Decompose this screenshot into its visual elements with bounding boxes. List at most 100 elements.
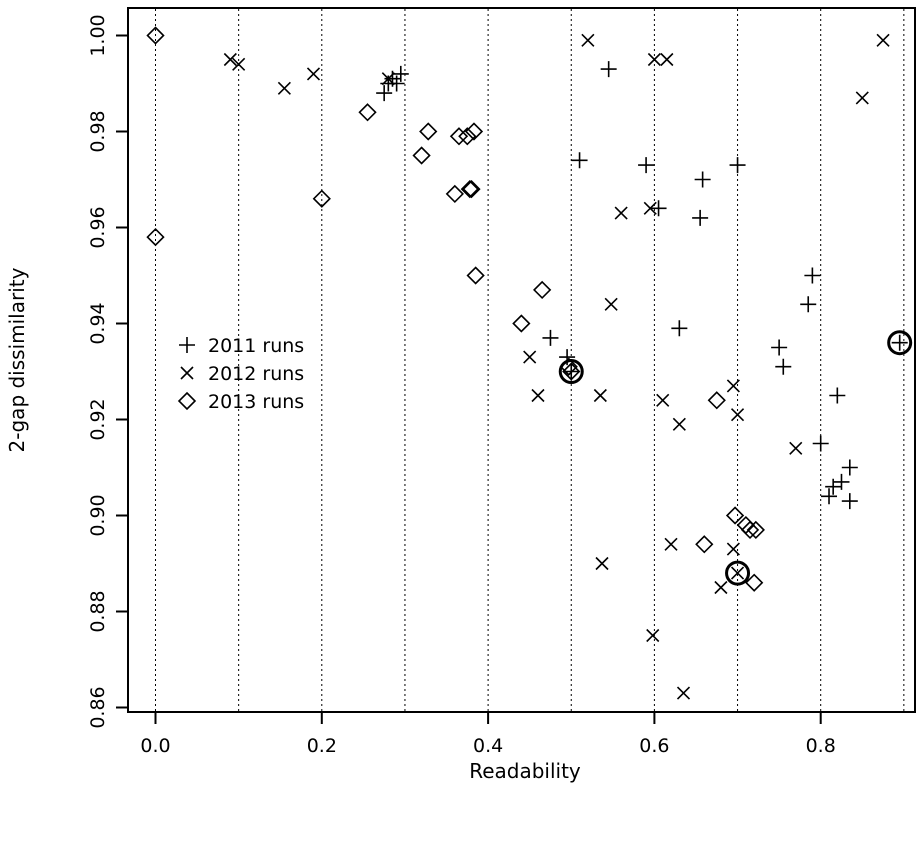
data-point-diamond xyxy=(445,184,464,204)
data-point-plus xyxy=(692,209,709,226)
data-point-diamond xyxy=(745,573,764,592)
data-point-cross xyxy=(660,52,674,67)
data-point-cross xyxy=(730,408,745,422)
data-point-cross xyxy=(726,542,740,556)
x-axis: 0.0 0.2 0.4 0.6 0.8 xyxy=(140,712,836,757)
y-tick-label: 0.96 xyxy=(87,206,109,248)
data-point-plus xyxy=(821,488,838,505)
data-point-plus xyxy=(638,157,655,174)
data-point-plus xyxy=(771,339,788,356)
data-point-cross xyxy=(604,297,618,311)
data-point-diamond xyxy=(412,146,431,165)
data-point-cross xyxy=(531,388,545,403)
data-point-cross xyxy=(656,393,670,407)
x-tick-label: 0.4 xyxy=(473,735,503,757)
x-tick-label: 0.0 xyxy=(140,735,170,757)
highlight-circle xyxy=(725,560,751,586)
data-point-diamond xyxy=(707,391,726,410)
legend-label: 2012 runs xyxy=(208,363,304,385)
data-point-diamond xyxy=(358,103,377,122)
data-point-plus xyxy=(775,358,792,375)
data-point-plus xyxy=(650,200,667,217)
highlight-circles xyxy=(558,330,913,586)
data-point-cross xyxy=(676,686,691,700)
data-point-plus xyxy=(800,296,817,313)
data-point-diamond xyxy=(458,127,477,146)
data-point-cross xyxy=(647,52,661,67)
data-point-diamond xyxy=(533,280,552,300)
data-point-plus xyxy=(392,65,409,82)
data-point-plus xyxy=(841,493,858,510)
x-tick-label: 0.6 xyxy=(639,735,669,757)
y-tick-label: 0.94 xyxy=(87,302,109,344)
data-point-plus xyxy=(833,473,850,490)
data-point-cross xyxy=(726,379,740,393)
x-tick-label: 0.2 xyxy=(307,735,337,757)
data-point-plus xyxy=(825,478,842,495)
data-point-plus xyxy=(542,329,559,346)
y-tick-label: 0.90 xyxy=(87,494,109,536)
data-point-cross xyxy=(643,201,657,215)
legend-marker-cross xyxy=(180,366,194,380)
data-point-plus xyxy=(571,152,588,169)
data-point-cross xyxy=(672,417,686,431)
data-point-cross xyxy=(593,388,607,403)
y-axis: 0.86 0.88 0.90 0.92 0.94 0.96 0.98 1.00 xyxy=(87,14,128,729)
y-tick-label: 0.86 xyxy=(87,686,109,728)
data-point-cross xyxy=(523,350,537,364)
highlight-circle xyxy=(558,359,584,384)
data-point-diamond xyxy=(146,26,165,45)
data-points xyxy=(146,26,908,700)
data-point-diamond xyxy=(449,127,469,146)
data-point-cross xyxy=(306,67,321,81)
data-point-diamond xyxy=(146,227,165,247)
data-point-plus xyxy=(694,171,711,188)
data-point-cross xyxy=(876,33,890,47)
y-tick-label: 0.98 xyxy=(87,110,109,152)
data-point-diamond xyxy=(512,314,531,333)
data-point-cross xyxy=(581,33,595,47)
data-point-cross xyxy=(595,556,609,571)
legend: 2011 runs 2012 runs 2013 runs xyxy=(177,335,304,413)
data-point-cross xyxy=(232,57,246,71)
data-point-cross xyxy=(664,537,678,551)
data-point-plus xyxy=(829,387,846,404)
y-tick-label: 0.88 xyxy=(87,590,109,632)
data-point-diamond xyxy=(460,179,479,199)
x-axis-title: Readability xyxy=(469,759,581,783)
data-point-cross xyxy=(381,72,395,86)
data-point-diamond xyxy=(466,266,485,285)
data-point-cross xyxy=(714,580,728,595)
data-point-diamond xyxy=(462,179,481,199)
data-point-plus xyxy=(891,334,908,351)
data-point-diamond xyxy=(312,189,331,208)
data-point-plus xyxy=(812,435,829,452)
data-point-plus xyxy=(600,61,617,78)
y-tick-label: 1.00 xyxy=(87,14,109,56)
data-point-diamond xyxy=(562,362,581,381)
y-axis-title: 2-gap dissimilarity xyxy=(5,267,29,452)
data-point-diamond xyxy=(740,520,760,540)
data-point-cross xyxy=(614,206,628,220)
data-point-cross xyxy=(646,628,660,643)
highlight-circle xyxy=(887,330,913,356)
plot-frame xyxy=(127,7,916,713)
data-point-cross xyxy=(730,566,745,580)
data-point-cross xyxy=(277,81,291,95)
data-point-plus xyxy=(671,320,688,337)
data-point-diamond xyxy=(464,122,484,141)
data-point-cross xyxy=(223,52,237,67)
legend-marker-diamond xyxy=(177,391,197,411)
data-point-diamond xyxy=(419,122,438,141)
data-point-diamond xyxy=(695,535,714,554)
legend-marker-plus xyxy=(179,337,195,353)
x-tick-label: 0.8 xyxy=(806,735,836,757)
data-point-plus xyxy=(729,157,746,174)
legend-label: 2011 runs xyxy=(208,335,304,357)
data-point-cross xyxy=(789,441,803,455)
data-point-plus xyxy=(804,267,821,284)
data-point-plus xyxy=(376,85,393,102)
data-point-diamond xyxy=(725,506,745,525)
data-point-diamond xyxy=(746,520,765,540)
